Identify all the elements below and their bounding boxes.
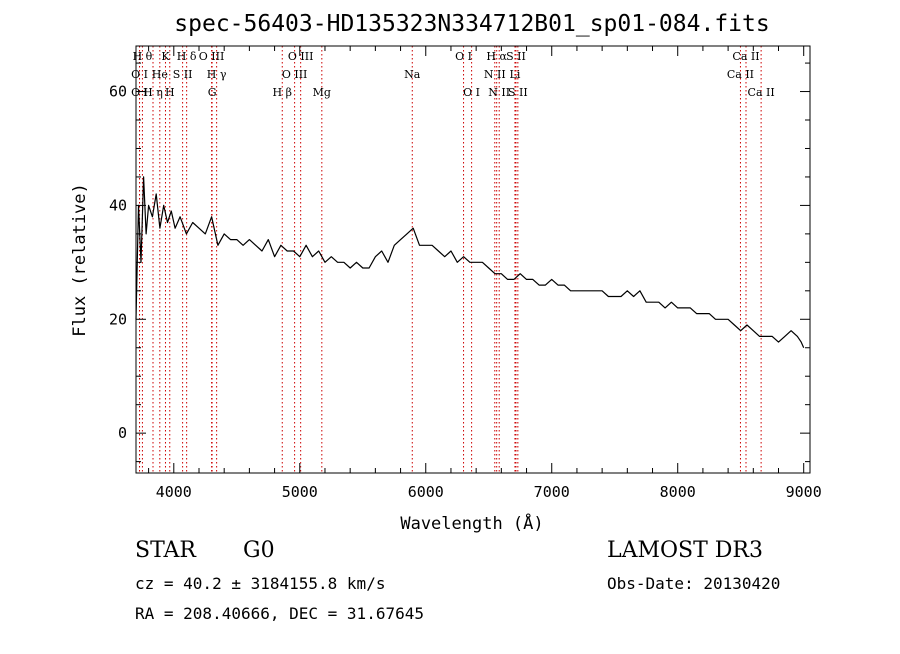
- x-tick-label-2: 6000: [408, 483, 444, 501]
- redshift-label: cz = 40.2 ± 3184155.8 km/s: [135, 574, 386, 593]
- line-label-21: N II: [488, 86, 510, 99]
- plot-frame: [135, 45, 811, 474]
- axes-group: 4000 5000 6000 7000 8000 9000 0 20 40 60: [109, 45, 822, 501]
- object-class-label: STAR: [135, 538, 196, 563]
- series-line-flux: [135, 176, 805, 348]
- line-label-14: O III: [288, 50, 314, 63]
- line-label-5: K: [161, 50, 170, 63]
- line-label-25: Ca II: [727, 68, 754, 81]
- line-label-17: O I: [455, 50, 472, 63]
- line-label-19: N II: [484, 68, 506, 81]
- y-tick-label-3: 60: [109, 83, 127, 101]
- line-label-3: H η: [143, 86, 163, 99]
- line-label-27: Ca II: [748, 86, 775, 99]
- line-label-16: Na: [404, 68, 421, 81]
- line-label-26: Ca II: [732, 50, 759, 63]
- y-axis-label: Flux (relative): [70, 183, 90, 337]
- spectral-type-label: G0: [243, 538, 275, 563]
- y-tick-label-0: 0: [118, 424, 127, 442]
- x-tick-label-4: 8000: [660, 483, 696, 501]
- line-label-22: Li: [510, 68, 521, 81]
- line-label-6: H: [165, 86, 175, 99]
- line-label-9: O III: [199, 50, 225, 63]
- survey-label: LAMOST DR3: [607, 538, 763, 563]
- line-label-24: S II: [508, 86, 528, 99]
- series-group: [135, 176, 805, 348]
- line-label-13: O III: [282, 68, 308, 81]
- line-label-20: H α: [486, 50, 507, 63]
- line-label-15: Mg: [313, 86, 331, 99]
- line-label-11: H γ: [207, 68, 227, 81]
- line-label-18: O I: [463, 86, 480, 99]
- y-tick-label-2: 40: [109, 196, 127, 214]
- line-label-0: O I: [131, 86, 148, 99]
- observation-date-label: Obs-Date: 20130420: [607, 574, 781, 593]
- line-label-1: O I: [131, 68, 148, 81]
- x-tick-label-5: 9000: [786, 483, 822, 501]
- coordinates-label: RA = 208.40666, DEC = 31.67645: [135, 604, 424, 623]
- line-label-4: He: [152, 68, 168, 81]
- chart-title: spec-56403-HD135323N334712B01_sp01-084.f…: [174, 11, 769, 37]
- line-label-7: S II: [173, 68, 193, 81]
- line-label-2: H θ: [133, 50, 153, 63]
- x-tick-label-3: 7000: [534, 483, 570, 501]
- x-tick-label-1: 5000: [282, 483, 318, 501]
- line-label-12: H β: [273, 86, 292, 99]
- x-tick-label-0: 4000: [156, 483, 192, 501]
- y-tick-label-1: 20: [109, 310, 127, 328]
- line-label-23: S II: [506, 50, 526, 63]
- x-axis-label: Wavelength (Å): [400, 512, 543, 534]
- line-label-8: H δ: [177, 50, 197, 63]
- spectral-line-markers: [139, 46, 762, 473]
- line-label-10: G: [208, 86, 217, 99]
